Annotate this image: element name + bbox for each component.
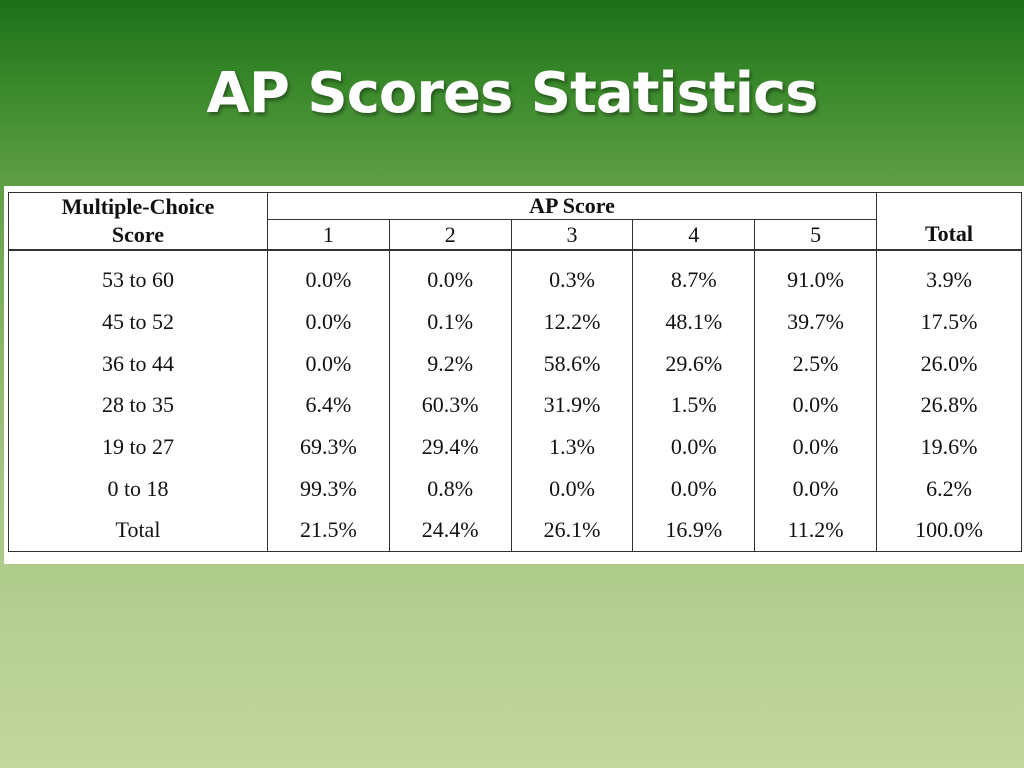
table-row: 19 to 27 69.3% 29.4% 1.3% 0.0% 0.0% 19.6…	[8, 425, 1022, 468]
table-row: 0 to 18 99.3% 0.8% 0.0% 0.0% 0.0% 6.2%	[8, 467, 1022, 510]
cell-value: 91.0%	[754, 249, 877, 301]
cell-value: 0.8%	[388, 467, 512, 510]
header-score-4: 4	[632, 219, 755, 250]
header-score-3: 3	[510, 219, 633, 250]
cell-value: 12.2%	[510, 300, 634, 343]
row-total: 100.0%	[876, 509, 1022, 552]
ap-scores-table: Multiple-Choice Score AP Score Total 1 2…	[8, 191, 1022, 552]
header-row-top: Multiple-Choice Score AP Score Total	[8, 191, 1022, 251]
cell-value: 24.4%	[388, 509, 512, 552]
header-score-2: 2	[388, 219, 512, 250]
header-ap-score: AP Score	[267, 191, 877, 221]
cell-value: 29.4%	[388, 425, 512, 468]
table-row-total: Total 21.5% 24.4% 26.1% 16.9% 11.2% 100.…	[8, 509, 1022, 552]
header-row-scores: 1 2 3 4 5	[9, 219, 1022, 250]
cell-value: 69.3%	[267, 425, 390, 468]
cell-value: 1.3%	[510, 425, 634, 468]
row-range: 45 to 52	[8, 300, 268, 343]
cell-value: 2.5%	[754, 342, 877, 385]
slide-title: AP Scores Statistics	[206, 61, 819, 126]
table-row: 45 to 52 0.0% 0.1% 12.2% 48.1% 39.7% 17.…	[8, 300, 1022, 343]
cell-value: 0.0%	[754, 425, 877, 468]
row-total: 26.8%	[876, 384, 1022, 426]
table-row: 28 to 35 6.4% 60.3% 31.9% 1.5% 0.0% 26.8…	[8, 384, 1022, 426]
cell-value: 0.1%	[388, 300, 512, 343]
cell-value: 1.5%	[632, 384, 756, 426]
cell-value: 0.0%	[510, 467, 634, 510]
cell-value: 60.3%	[388, 384, 512, 426]
header-score-1: 1	[267, 219, 390, 250]
cell-value: 39.7%	[754, 300, 877, 343]
cell-value: 11.2%	[754, 509, 877, 552]
header-mc-line1: Multiple-Choice	[61, 194, 215, 219]
header-total: Total	[876, 192, 1022, 251]
cell-value: 26.1%	[510, 509, 634, 552]
row-range: Total	[8, 509, 268, 552]
cell-value: 0.3%	[510, 249, 634, 301]
cell-value: 31.9%	[510, 384, 634, 426]
cell-value: 0.0%	[267, 342, 390, 385]
cell-value: 0.0%	[754, 384, 877, 426]
header-score-5: 5	[754, 219, 877, 250]
cell-value: 0.0%	[267, 249, 390, 301]
row-total: 3.9%	[876, 249, 1022, 301]
cell-value: 0.0%	[754, 467, 877, 510]
cell-value: 58.6%	[510, 342, 634, 385]
header-mc-line2: Score	[111, 222, 165, 247]
cell-value: 6.4%	[267, 384, 390, 426]
row-total: 17.5%	[876, 300, 1022, 343]
header-multiple-choice-score: Multiple-Choice Score	[8, 192, 268, 251]
table-row: 36 to 44 0.0% 9.2% 58.6% 29.6% 2.5% 26.0…	[8, 342, 1022, 385]
cell-value: 48.1%	[632, 300, 756, 343]
cell-value: 0.0%	[388, 249, 512, 301]
row-total: 19.6%	[876, 425, 1022, 468]
cell-value: 16.9%	[632, 509, 756, 552]
table-panel: Multiple-Choice Score AP Score Total 1 2…	[4, 186, 1024, 564]
row-range: 19 to 27	[8, 425, 268, 468]
cell-value: 8.7%	[632, 249, 756, 301]
row-range: 28 to 35	[8, 384, 268, 426]
cell-value: 0.0%	[267, 300, 390, 343]
cell-value: 0.0%	[632, 467, 756, 510]
cell-value: 21.5%	[267, 509, 390, 552]
table-row: 53 to 60 0.0% 0.0% 0.3% 8.7% 91.0% 3.9%	[8, 249, 1022, 301]
row-total: 26.0%	[876, 342, 1022, 385]
row-range: 53 to 60	[8, 249, 268, 301]
row-total: 6.2%	[876, 467, 1022, 510]
cell-value: 0.0%	[632, 425, 756, 468]
row-range: 0 to 18	[8, 467, 268, 510]
cell-value: 29.6%	[632, 342, 756, 385]
cell-value: 99.3%	[267, 467, 390, 510]
cell-value: 9.2%	[388, 342, 512, 385]
row-range: 36 to 44	[8, 342, 268, 385]
